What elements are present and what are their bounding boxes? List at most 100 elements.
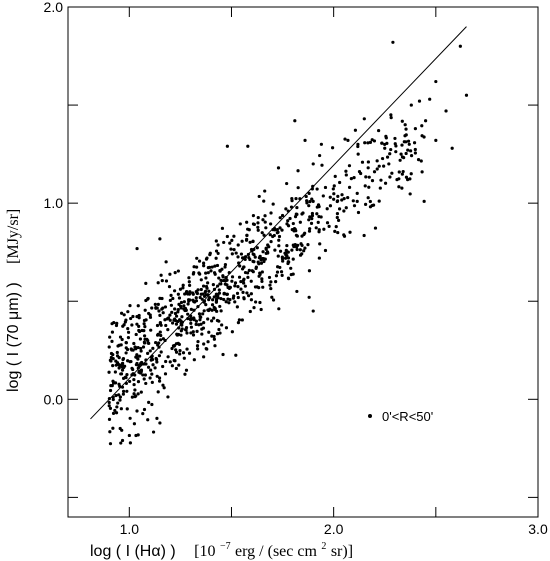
data-point [379,178,383,182]
data-point [383,142,387,147]
data-point [406,139,411,143]
data-point [328,195,332,199]
data-point [310,211,315,216]
data-point [194,322,198,326]
data-point [159,333,163,338]
data-point [289,266,293,270]
data-point [128,441,132,445]
data-point [294,233,299,237]
data-point [206,271,210,275]
data-point [240,318,244,322]
data-point [137,364,141,368]
data-point [317,204,321,209]
data-point [238,222,242,226]
data-point [185,291,189,295]
data-point [363,141,367,145]
data-point [148,376,152,380]
data-point [356,210,361,215]
data-point [316,220,320,224]
data-point [155,374,159,378]
data-point [185,347,189,351]
data-point [187,276,191,280]
data-point [207,289,211,293]
data-point [132,382,136,387]
data-point [131,314,135,319]
plot-frame [67,6,539,518]
data-point [177,296,182,300]
data-point [260,270,264,274]
data-point [400,119,404,123]
data-point [211,283,215,287]
data-point [218,304,222,309]
data-point [204,346,208,351]
data-point [173,317,177,321]
data-point [179,329,183,333]
data-point [107,400,111,405]
data-point [156,390,160,394]
data-point [269,211,273,215]
data-point [291,257,295,261]
data-point [249,279,253,283]
data-point [246,144,250,148]
data-point [228,241,232,245]
data-point [251,239,255,244]
data-point [206,340,210,344]
data-point [307,295,311,299]
data-point [268,283,272,287]
data-point [206,266,210,270]
data-point [227,301,231,305]
data-point [158,296,162,300]
data-point [291,272,295,276]
data-point [107,345,111,349]
data-point [342,234,347,238]
data-point [363,184,367,188]
data-point [292,245,296,249]
x-axis-unit-exp2: 2 [321,541,326,552]
data-point [375,159,379,163]
data-point [150,380,154,384]
data-point [367,175,371,179]
data-point [125,373,129,377]
legend: 0'<R<50' [368,409,433,424]
data-point [340,193,344,197]
data-point [213,344,217,348]
data-point [245,220,249,224]
data-point [274,274,279,278]
data-point [168,313,172,317]
data-point [136,392,140,396]
data-point [153,366,157,370]
data-point [400,155,405,159]
data-point [261,285,265,289]
svg-text:log ( I (70 μm) ) [MJy/s: log ( I (70 μm) ) [MJy/sr] [5,209,22,392]
data-point [296,186,300,190]
data-point [212,316,216,320]
data-point [335,199,339,204]
data-point [261,218,265,222]
data-point [321,194,325,198]
data-point [394,144,398,148]
data-point [186,302,190,306]
data-point [185,331,189,335]
data-point [177,363,181,367]
data-point [204,303,208,307]
data-point [115,354,120,358]
data-point [119,372,124,376]
data-point [234,353,238,357]
data-point [294,212,298,216]
data-point [216,251,220,256]
data-point [400,172,404,176]
data-point [356,152,360,156]
data-point [216,296,220,300]
data-point [285,222,289,226]
data-point [269,222,273,226]
data-point [308,227,312,231]
data-point [230,279,234,283]
data-point [202,309,206,313]
data-point [317,256,321,260]
data-point [245,233,249,237]
data-point [259,307,263,312]
regression-line [90,26,467,420]
data-point [334,225,338,229]
data-point [317,230,321,234]
data-point [252,260,256,264]
